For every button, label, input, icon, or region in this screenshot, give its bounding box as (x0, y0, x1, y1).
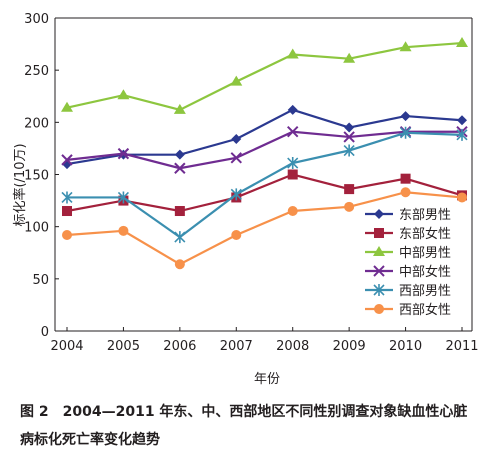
legend-item: 中部男性 (365, 246, 451, 261)
data-point (343, 52, 356, 63)
data-point (374, 228, 384, 238)
x-axis-title: 年份 (254, 372, 280, 387)
data-point (457, 192, 467, 203)
series-line (66, 41, 463, 111)
data-point (373, 246, 385, 256)
series-line (66, 191, 463, 266)
x-tick-label: 2007 (220, 339, 253, 354)
data-point (286, 48, 299, 59)
data-point (400, 187, 411, 198)
y-tick-label: 100 (24, 221, 49, 236)
data-point (344, 184, 355, 195)
data-point (173, 103, 186, 114)
y-tick-label: 300 (24, 12, 49, 27)
data-point (231, 134, 242, 145)
data-point (61, 154, 73, 166)
data-point (344, 122, 355, 133)
legend-label: 中部男性 (399, 246, 451, 261)
x-tick-label: 2011 (445, 339, 478, 354)
series-5 (61, 126, 468, 244)
y-tick-label: 150 (24, 169, 49, 184)
series-6 (62, 187, 467, 270)
legend-label: 西部男性 (399, 284, 451, 299)
data-point (230, 188, 242, 201)
x-tick-label: 2008 (276, 339, 309, 354)
data-point (457, 115, 467, 126)
figure-number: 图 2 (20, 404, 49, 420)
data-point (287, 206, 298, 217)
data-point (174, 231, 186, 244)
legend-label: 东部男性 (399, 208, 451, 223)
series-line (66, 173, 463, 213)
series-line (66, 108, 463, 166)
data-point (174, 206, 185, 217)
data-point (61, 191, 73, 204)
data-point (373, 265, 385, 277)
data-point (456, 37, 468, 48)
data-point (231, 230, 242, 241)
data-point (374, 209, 384, 219)
data-point (343, 131, 355, 143)
data-point (230, 75, 243, 86)
y-axis-title: 标化率(/10万) (12, 143, 28, 226)
x-tick-label: 2006 (163, 339, 196, 354)
data-point (287, 126, 299, 138)
line-chart: 0 50 100 150 200 250 300 2004 2005 2006 2007 2008 20… (12, 12, 479, 387)
data-point (400, 173, 411, 184)
x-tick-label: 2009 (333, 339, 366, 354)
series-line (66, 130, 462, 170)
data-point (174, 149, 185, 160)
legend-item: 东部男性 (365, 208, 451, 223)
data-point (399, 41, 412, 52)
data-point (62, 206, 72, 217)
series-line (67, 131, 463, 239)
figure-caption-text: 2004—2011 年东、中、西部地区不同性别调查对象缺血性心脏病标化死亡率变化… (20, 404, 468, 448)
data-point (117, 147, 130, 160)
data-point (344, 201, 355, 212)
legend-label: 西部女性 (399, 302, 451, 318)
y-tick-label: 250 (24, 64, 49, 79)
data-point (62, 230, 72, 241)
data-point (61, 101, 73, 112)
data-point (287, 157, 299, 170)
series-3 (61, 37, 468, 114)
data-point (174, 259, 185, 270)
data-point (400, 126, 412, 139)
y-tick-label: 50 (32, 273, 49, 288)
data-point (174, 162, 186, 174)
data-point (373, 284, 385, 296)
figure-caption: 图 2 2004—2011 年东、中、西部地区不同性别调查对象缺血性心脏病标化死亡… (20, 398, 480, 454)
x-tick-label: 2010 (389, 339, 422, 354)
y-tick-label: 200 (24, 116, 49, 131)
chart-axes: 0 50 100 150 200 250 300 2004 2005 2006 2007 2008 20… (24, 12, 478, 354)
x-tick-label: 2005 (107, 339, 140, 354)
legend-label: 中部女性 (399, 264, 451, 280)
data-point (287, 169, 298, 180)
legend-item: 西部女性 (365, 302, 451, 318)
x-tick-label: 2004 (50, 339, 83, 354)
legend-item: 东部女性 (365, 226, 451, 242)
legend-item: 中部女性 (365, 264, 451, 280)
data-point (456, 128, 468, 141)
legend-item: 西部男性 (365, 284, 451, 299)
data-point (374, 304, 384, 314)
data-point (287, 104, 298, 115)
data-point (230, 152, 242, 164)
legend-label: 东部女性 (399, 226, 451, 242)
y-tick-label: 0 (41, 325, 49, 340)
data-point (118, 225, 129, 236)
series-layer (61, 37, 468, 270)
data-point (117, 89, 130, 100)
data-point (343, 144, 355, 157)
data-point (117, 191, 129, 204)
data-point (400, 111, 411, 122)
